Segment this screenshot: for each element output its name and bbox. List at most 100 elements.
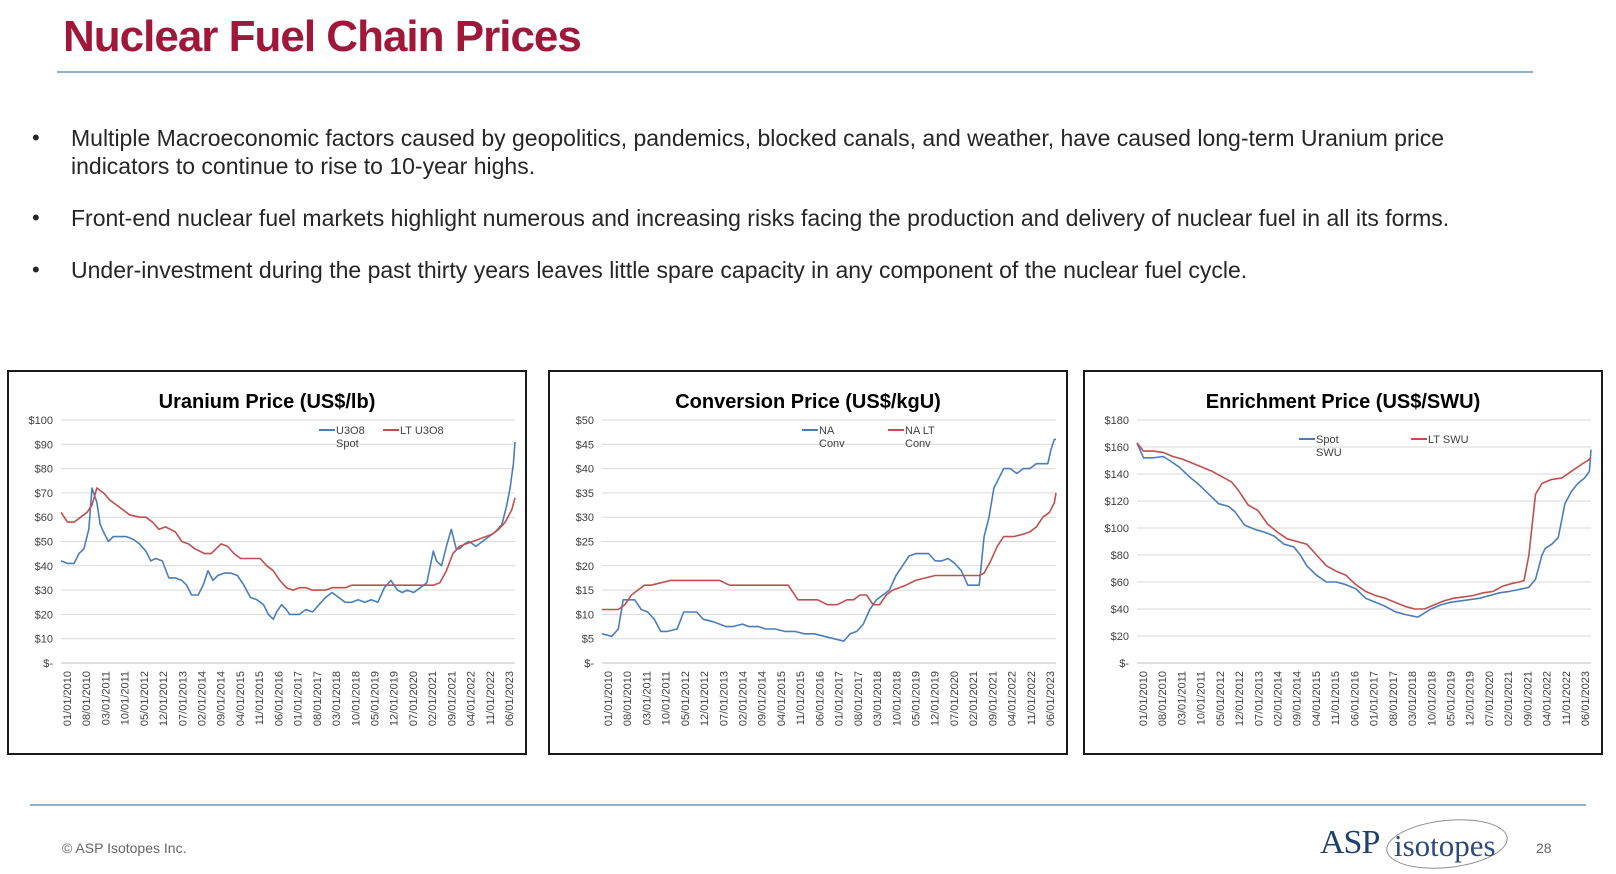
x-tick-label: 07/01/2013 — [177, 671, 189, 726]
x-tick-label: 06/01/2016 — [814, 671, 826, 726]
x-tick-label: 12/01/2019 — [389, 671, 401, 726]
x-tick-label: 06/01/2023 — [504, 671, 516, 726]
y-tick-label: $40 — [576, 464, 594, 476]
x-tick-label: 01/01/2017 — [834, 671, 846, 726]
asp-isotopes-logo: ASP isotopes — [1320, 813, 1520, 874]
bullet-marker: • — [32, 205, 40, 230]
legend-swatch — [802, 429, 818, 432]
x-tick-label: 11/01/2015 — [795, 671, 807, 725]
y-tick-label: $35 — [576, 488, 594, 500]
series-line-spot — [60, 441, 516, 621]
x-tick-label: 03/01/2018 — [872, 671, 884, 726]
legend-label: U3O8 Spot — [336, 425, 365, 450]
x-tick-label: 07/01/2020 — [408, 671, 420, 726]
x-tick-label: 04/01/2022 — [1007, 671, 1019, 726]
title-divider — [57, 71, 1533, 73]
gridlines — [61, 419, 515, 640]
x-tick-label: 01/01/2010 — [603, 671, 615, 726]
y-tick-label: $20 — [576, 561, 594, 573]
x-tick-label: 04/01/2022 — [466, 671, 478, 726]
bullet-item: • Multiple Macroeconomic factors caused … — [32, 124, 1472, 180]
bullet-item: • Front-end nuclear fuel markets highlig… — [32, 204, 1472, 232]
y-tick-label: $30 — [35, 585, 53, 597]
y-tick-label: $60 — [1111, 577, 1129, 589]
y-tick-label: $- — [584, 658, 594, 670]
bullet-item: • Under-investment during the past thirt… — [32, 256, 1472, 284]
legend-entry-spot: Spot SWU — [1299, 434, 1342, 460]
x-tick-label: 01/01/2017 — [293, 671, 305, 726]
logo-asp-text: ASP — [1320, 824, 1380, 861]
x-tick-label: 08/01/2010 — [81, 671, 93, 726]
gridlines — [1137, 419, 1591, 637]
y-tick-label: $5 — [582, 634, 594, 646]
series-line-lt — [602, 492, 1057, 611]
x-tick-label: 09/01/2014 — [216, 671, 228, 726]
y-tick-label: $- — [43, 658, 53, 670]
x-tick-label: 12/01/2012 — [158, 671, 170, 726]
y-tick-label: $10 — [35, 634, 53, 646]
x-tick-label: 06/01/2023 — [1045, 671, 1057, 726]
x-tick-label: 10/01/2011 — [120, 671, 132, 725]
page-number: 28 — [1536, 840, 1552, 856]
x-tick-label: 12/01/2019 — [1465, 671, 1477, 726]
uranium-price-chart: $- $10 $20 $30 $40 $50 $60 $70 $80 $90 $100 01/01/2… — [7, 370, 527, 755]
x-tick-label: 01/01/2010 — [1138, 671, 1150, 726]
x-tick-label: 07/01/2013 — [718, 671, 730, 726]
x-tick-label: 10/01/2018 — [891, 671, 903, 726]
legend-label: NA LT Conv — [905, 425, 935, 450]
x-tick-label: 09/01/2021 — [446, 671, 458, 726]
y-tick-label: $30 — [576, 512, 594, 524]
x-tick-label: 10/01/2018 — [350, 671, 362, 726]
y-tick-label: $40 — [35, 561, 53, 573]
logo-isotopes-text: isotopes — [1394, 828, 1496, 863]
legend-entry-spot: U3O8 Spot — [319, 425, 365, 451]
x-tick-label: 01/01/2010 — [62, 671, 74, 726]
x-tick-label: 02/01/2021 — [1503, 671, 1515, 726]
x-tick-label: 08/01/2017 — [853, 671, 865, 726]
x-tick-label: 05/01/2019 — [910, 671, 922, 726]
y-tick-label: $140 — [1105, 469, 1129, 481]
series-line-spot — [1136, 442, 1592, 618]
x-tick-label: 02/01/2021 — [427, 671, 439, 726]
legend-label: Spot SWU — [1316, 434, 1342, 459]
y-tick-label: $60 — [35, 512, 53, 524]
x-tick-label: 08/01/2010 — [622, 671, 634, 726]
x-tick-label: 12/01/2012 — [699, 671, 711, 726]
legend-swatch — [1411, 438, 1427, 441]
series-line-lt — [60, 487, 516, 591]
chart-svg: $- $20 $40 $60 $80 $100 $120 $140 $160 $180 01/01/… — [1105, 415, 1592, 726]
x-tick-label: 11/01/2022 — [485, 671, 497, 725]
x-tick-label: 08/01/2017 — [312, 671, 324, 726]
y-tick-label: $- — [1119, 658, 1129, 670]
legend-swatch — [383, 429, 399, 432]
legend-entry-lt: NA LT Conv — [888, 425, 935, 451]
y-tick-label: $70 — [35, 488, 53, 500]
y-tick-label: $25 — [576, 537, 594, 549]
bullet-marker: • — [32, 257, 40, 282]
x-tick-label: 06/01/2023 — [1580, 671, 1592, 726]
y-tick-label: $90 — [35, 439, 53, 451]
legend-entry-lt: LT U3O8 — [383, 425, 444, 438]
x-tick-label: 04/01/2022 — [1542, 671, 1554, 726]
x-tick-label: 11/01/2015 — [1330, 671, 1342, 725]
x-tick-label: 10/01/2011 — [1196, 671, 1208, 725]
y-tick-label: $100 — [1105, 523, 1129, 535]
y-tick-label: $100 — [29, 415, 53, 427]
x-tick-label: 06/01/2016 — [1349, 671, 1361, 726]
x-tick-label: 02/01/2014 — [738, 671, 750, 726]
legend-swatch — [319, 429, 335, 432]
x-tick-label: 09/01/2014 — [1292, 671, 1304, 726]
x-tick-label: 11/01/2022 — [1026, 671, 1038, 725]
y-tick-label: $80 — [35, 464, 53, 476]
legend-label: LT SWU — [1428, 434, 1469, 446]
legend-entry-spot: NA Conv — [802, 425, 845, 451]
footer-divider — [30, 804, 1586, 806]
x-tick-label: 03/01/2018 — [1407, 671, 1419, 726]
x-tick-label: 08/01/2017 — [1388, 671, 1400, 726]
y-tick-label: $20 — [1111, 631, 1129, 643]
x-tick-label: 05/01/2019 — [369, 671, 381, 726]
enrichment-price-chart: $- $20 $40 $60 $80 $100 $120 $140 $160 $180 01/01/… — [1083, 370, 1603, 755]
y-tick-label: $80 — [1111, 550, 1129, 562]
x-tick-label: 11/01/2015 — [254, 671, 266, 725]
chart-svg: $- $10 $20 $30 $40 $50 $60 $70 $80 $90 $100 01/01/2… — [29, 415, 516, 726]
